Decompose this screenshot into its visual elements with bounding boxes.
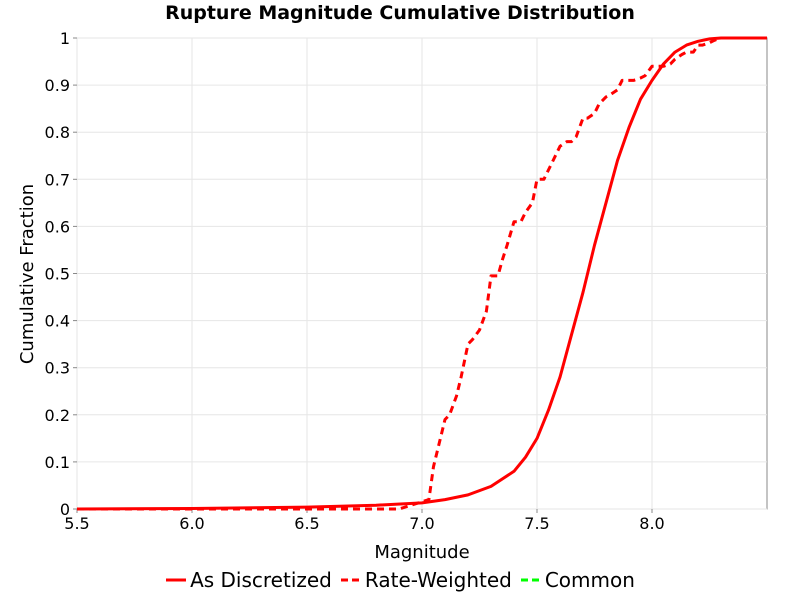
legend-swatch-dashed-red (340, 578, 361, 582)
y-tick-label: 0.2 (45, 406, 70, 425)
x-tick-label: 7.0 (409, 514, 434, 533)
legend-label: As Discretized (190, 568, 332, 592)
y-tick-label: 0.1 (45, 453, 70, 472)
x-tick-label: 7.5 (524, 514, 549, 533)
legend-item-as-discretized: As Discretized (165, 568, 332, 592)
legend-item-rate-weighted: Rate-Weighted (340, 568, 512, 592)
legend-swatch-solid-red (166, 578, 187, 582)
x-axis-title: Magnitude (374, 542, 469, 563)
x-tick-label: 6.0 (179, 514, 204, 533)
y-tick-label: 0.8 (45, 123, 70, 142)
chart-title: Rupture Magnitude Cumulative Distributio… (165, 2, 635, 24)
y-axis-title: Cumulative Fraction (17, 184, 38, 364)
series-lines (76, 36, 767, 511)
legend-label: Common (544, 568, 635, 592)
y-tick-label: 0 (60, 500, 70, 519)
y-tick-label: 0.9 (45, 76, 70, 95)
y-tick-label: 0.3 (45, 359, 70, 378)
x-tick-label: 6.5 (294, 514, 319, 533)
legend-item-common: Common (520, 568, 635, 592)
legend-label: Rate-Weighted (364, 568, 512, 592)
y-tick-label: 0.6 (45, 217, 70, 236)
y-tick-label: 0.4 (45, 312, 70, 331)
series-line-rate-weighted (77, 36, 767, 511)
x-tick-label: 5.5 (64, 514, 89, 533)
y-tick-label: 1 (60, 29, 70, 48)
y-tick-label: 0.7 (45, 170, 70, 189)
axis-ticks: 5.5 6.0 6.5 7.0 7.5 8.0 0 0.1 0.2 0.3 0.4 0.5 0.6 0.7… (45, 29, 665, 533)
legend-swatch-dashed-green (520, 578, 541, 582)
y-tick-label: 0.5 (45, 265, 70, 284)
x-tick-label: 8.0 (639, 514, 664, 533)
series-line-as-discretized (76, 36, 767, 511)
legend: As Discretized Rate-Weighted Common (0, 568, 800, 592)
